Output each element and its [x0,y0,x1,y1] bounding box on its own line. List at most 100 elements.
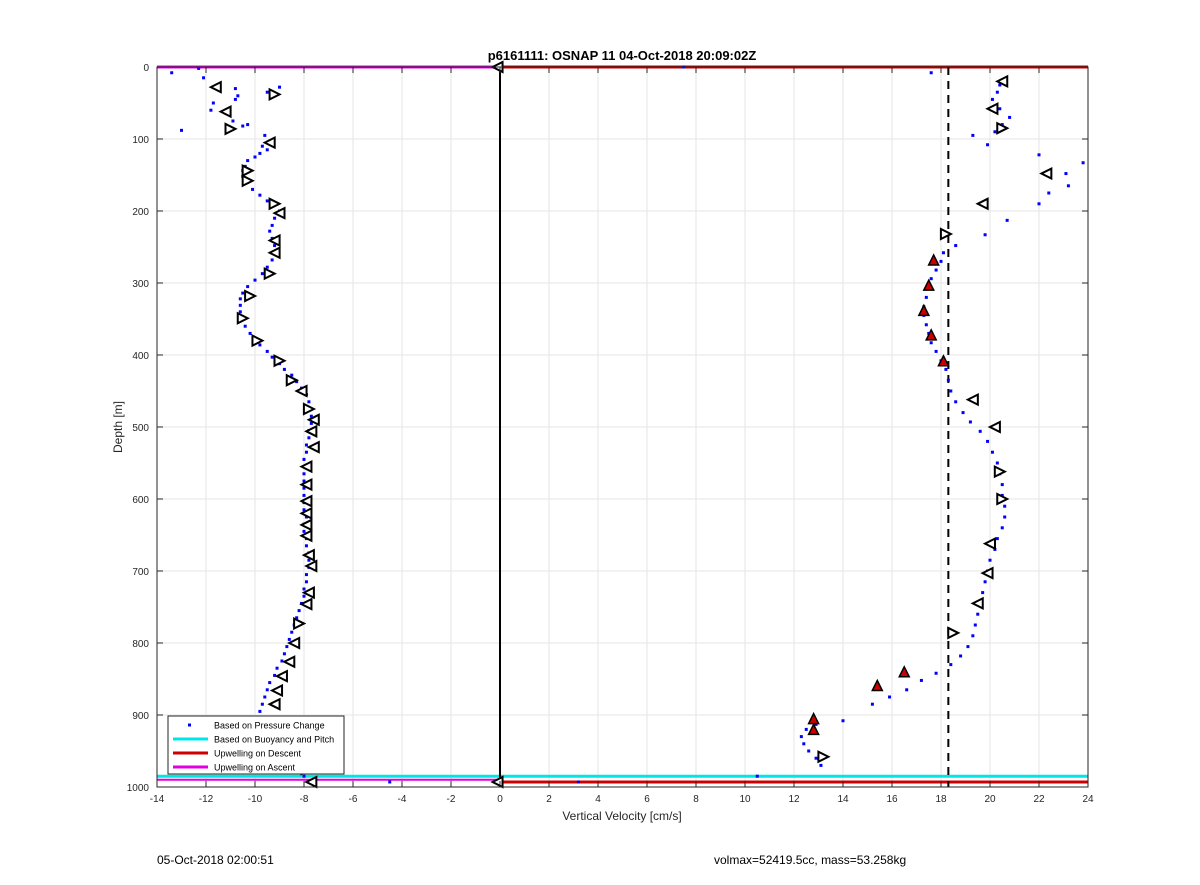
descent-data-point [307,436,311,440]
x-tick-label: 24 [1082,794,1094,805]
descent-data-point [278,85,281,89]
upwelling-triangle-marker [898,665,911,678]
footer-timestamp: 05-Oct-2018 02:00:51 [157,853,274,867]
ascent-data-point [1003,515,1007,519]
x-tick-label: -8 [300,794,309,805]
triangle-marker [267,233,281,248]
descent-data-point [302,774,306,778]
triangle-marker [267,246,281,260]
y-tick-label: 700 [132,567,149,578]
triangle-marker [208,80,222,94]
descent-data-point [246,123,250,127]
triangle-marker [282,655,296,669]
x-tick-label: 20 [984,794,996,805]
ascent-data-point [966,645,970,649]
triangle-marker [995,74,1009,89]
descent-data-point [304,450,308,454]
ascent-data-point [976,612,980,616]
triangle-marker [947,626,961,640]
triangle-marker [285,373,299,387]
descent-data-point [263,133,267,137]
descent-data-point [265,688,269,692]
descent-data-point [263,695,267,699]
triangle-marker [982,537,996,551]
descent-data-point [233,97,237,101]
ascent-data-point [804,727,808,731]
x-tick-label: 8 [693,794,699,805]
ascent-data-point [939,259,943,263]
descent-data-point [260,272,264,276]
triangle-marker [293,616,307,631]
ascent-data-point [929,277,933,281]
descent-data-point [268,681,272,685]
triangle-marker [299,477,313,492]
triangle-marker [241,164,255,178]
ascent-data-point [1037,202,1041,206]
ascent-data-point [995,461,999,465]
triangle-marker [299,518,313,532]
descent-data-point [241,124,245,128]
triangle-marker [304,424,318,438]
ascent-data-point [959,654,963,658]
descent-data-point [270,258,274,262]
descent-data-point [302,479,306,483]
triangle-marker [267,697,281,711]
descent-data-point [290,373,294,377]
ascent-data-point [905,688,909,692]
descent-data-point [309,421,313,425]
descent-data-point [258,343,262,347]
descent-data-point [388,780,392,784]
descent-data-point [238,310,242,314]
descent-data-point [265,90,269,94]
descent-data-point [253,155,257,159]
triangle-marker [299,459,313,474]
descent-data-point [236,94,240,98]
ascent-data-point [807,749,811,753]
descent-data-point [197,66,201,70]
descent-data-point [285,645,289,649]
triangle-markers [208,60,1053,789]
ascent-data-point [755,774,759,778]
descent-data-point [251,187,255,191]
x-tick-label: 10 [739,794,751,805]
ascent-data-point [1003,504,1007,508]
legend: Based on Pressure Change Based on Buoyanc… [167,715,345,775]
triangle-marker [980,566,994,580]
x-tick-label: -4 [398,794,407,805]
descent-data-point [280,659,284,663]
ascent-data-point [998,83,1002,87]
descent-data-point [238,297,242,301]
ascent-data-point [1064,172,1068,176]
x-axis-label: Vertical Velocity [cm/s] [562,809,681,823]
descent-data-point [295,380,299,384]
x-tick-label: 0 [497,794,503,805]
y-tick-label: 400 [132,351,149,362]
footer-info: volmax=52419.5cc, mass=53.258kg [714,853,907,867]
ascent-data-point [995,537,999,541]
descent-data-point [273,216,277,220]
triangle-marker [301,548,315,562]
descent-data-point [211,101,215,105]
triangle-marker [244,289,258,303]
descent-data-point [270,355,274,359]
ascent-data-point [841,719,845,723]
ascent-data-point [924,323,928,327]
legend-swatch [188,723,191,727]
y-tick-label: 500 [132,423,149,434]
triangle-marker [262,135,276,150]
ascent-data-point [993,130,997,134]
ascent-data-point [1066,184,1070,188]
ascent-data-point [954,244,958,248]
ascent-data-point [983,580,987,584]
ascent-data-point [929,341,933,345]
ascent-data-point [968,420,972,424]
triangle-marker [996,492,1010,506]
descent-data-point [231,119,235,123]
triangle-marker [286,636,301,650]
ascent-data-point [819,763,823,767]
triangle-marker [263,267,277,281]
descent-data-point [295,616,299,620]
ascent-data-point [870,702,874,706]
triangle-marker [965,393,979,407]
